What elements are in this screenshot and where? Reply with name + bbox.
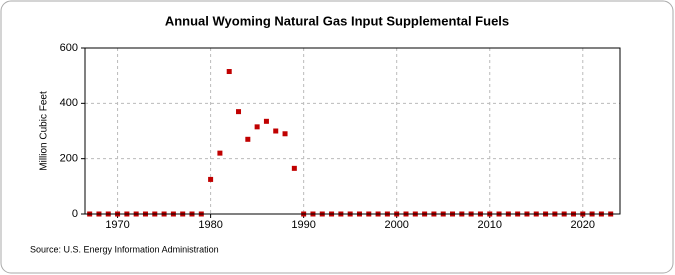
point xyxy=(217,150,223,156)
x-tick-label: 2020 xyxy=(571,219,595,231)
point xyxy=(208,176,214,182)
point xyxy=(291,165,297,171)
source: Source: U.S. Energy Information Administ… xyxy=(30,244,219,254)
plot-frame xyxy=(84,47,621,215)
y-tick-label: 200 xyxy=(60,153,78,165)
point xyxy=(273,128,279,134)
point xyxy=(226,69,232,75)
x-tick-label: 1970 xyxy=(105,219,129,231)
chart-title: Annual Wyoming Natural Gas Input Supplem… xyxy=(165,13,509,28)
x-tick-label: 2010 xyxy=(477,219,501,231)
y-tick-label: 400 xyxy=(60,97,78,109)
point xyxy=(236,109,242,115)
point xyxy=(263,118,269,124)
point xyxy=(282,131,288,137)
y-axis-label: Million Cubic Feet xyxy=(39,91,50,171)
x-tick-label: 1990 xyxy=(291,219,315,231)
point xyxy=(245,136,251,142)
x-tick-label: 1980 xyxy=(198,219,222,231)
y-tick-label: 0 xyxy=(72,208,78,220)
x-tick-label: 2000 xyxy=(384,219,408,231)
y-tick-label: 600 xyxy=(60,42,78,54)
point xyxy=(254,124,260,130)
